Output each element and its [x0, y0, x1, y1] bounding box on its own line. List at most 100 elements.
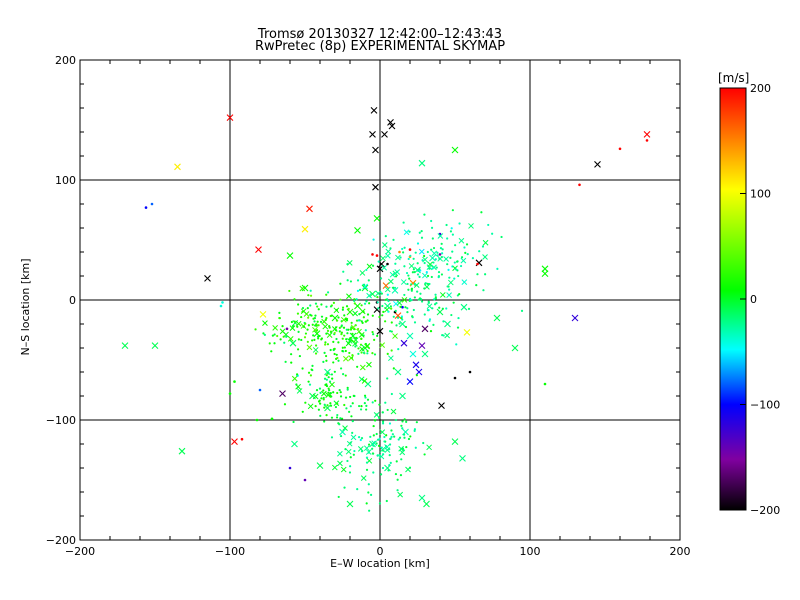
data-point-dot [365, 268, 368, 272]
data-point-x [340, 466, 347, 473]
y-tick-label: −200 [46, 534, 76, 547]
data-point-dot [383, 435, 386, 439]
data-point-dot [451, 233, 454, 236]
data-point-dot [417, 298, 420, 301]
data-point-dot [342, 373, 345, 376]
data-point-dot [330, 436, 334, 439]
colorbar-tick-label: −200 [750, 504, 780, 517]
data-point-dot [240, 437, 244, 441]
data-point-dot [340, 417, 344, 420]
data-point-dot [423, 213, 426, 216]
data-point-dot [270, 417, 274, 421]
data-point-dot [367, 491, 370, 494]
data-point-x [339, 428, 346, 436]
data-point-dot [416, 273, 420, 276]
data-point-dot [438, 253, 442, 256]
data-point-x [346, 500, 354, 508]
data-point-x [421, 325, 429, 333]
data-point-dot [368, 509, 371, 512]
data-point-dot [296, 312, 300, 315]
data-point-x [312, 393, 319, 400]
data-point-x [405, 466, 411, 473]
data-point-dot [360, 405, 363, 408]
data-point-dot [415, 421, 418, 424]
data-point-dot [381, 304, 384, 308]
data-point-dot [326, 329, 330, 332]
data-point-dot [401, 447, 405, 450]
data-point-dot [363, 283, 366, 286]
data-point-dot [313, 338, 316, 341]
data-point-dot [306, 328, 309, 331]
data-point-dot [314, 405, 317, 408]
data-point-x [400, 279, 407, 285]
data-point-x [392, 333, 398, 339]
data-point-dot [373, 353, 377, 356]
data-point-x [373, 215, 381, 222]
data-point-dot [263, 333, 266, 336]
data-point-dot [440, 273, 444, 276]
data-point-dot [427, 309, 430, 312]
data-point-dot [403, 293, 406, 297]
data-point-dot [426, 282, 429, 285]
colorbar-ticks: 200 100 0 −100 −200 [740, 82, 780, 517]
data-point-dot [298, 354, 301, 358]
data-point-dot [345, 407, 348, 410]
data-point-x [594, 161, 601, 168]
data-point-dot [306, 306, 309, 310]
data-point-dot [297, 303, 300, 306]
data-point-x [289, 339, 297, 347]
data-point-dot [337, 495, 340, 499]
data-point-dot [346, 386, 349, 390]
data-point-dot [360, 320, 363, 323]
data-point-dot [578, 183, 581, 187]
data-point-dot [307, 324, 310, 327]
data-point-dot [317, 308, 320, 311]
data-point-dot [403, 418, 406, 421]
data-point-x [151, 342, 159, 349]
data-point-x [381, 264, 388, 271]
data-point-x [406, 332, 414, 340]
data-point-dot [410, 288, 413, 291]
data-point-dot [311, 364, 314, 367]
data-point-dot [332, 340, 335, 343]
data-point-dot [482, 289, 485, 292]
data-point-dot [423, 313, 426, 316]
data-point-x [446, 292, 452, 298]
data-point-dot [326, 404, 329, 407]
data-point-dot [407, 257, 410, 261]
data-point-x [482, 239, 489, 246]
data-point-dot [399, 305, 402, 308]
data-point-dot [353, 449, 356, 453]
data-point-dot [618, 147, 622, 151]
data-point-x [394, 269, 401, 275]
data-point-x [388, 122, 396, 130]
data-point-dot [316, 335, 320, 338]
data-point-dot [432, 323, 435, 326]
data-point-x [316, 462, 324, 469]
data-point-x [373, 306, 381, 313]
data-point-dot [543, 382, 547, 386]
data-point-dot [344, 318, 347, 321]
data-point-dot [309, 294, 313, 297]
data-point-x [403, 229, 410, 236]
data-point-dot [411, 271, 414, 274]
data-point-dot [423, 453, 426, 456]
data-point-dot [352, 453, 355, 456]
data-point-dot [320, 315, 324, 318]
data-point-dot [413, 428, 417, 431]
data-point-dot [366, 352, 369, 355]
data-point-dot [327, 391, 330, 394]
data-point-dot [423, 261, 426, 265]
data-point-dot [435, 266, 438, 269]
data-point-dot [412, 268, 415, 271]
data-point-dot [392, 367, 395, 370]
data-point-dot [416, 242, 420, 245]
data-point-dot [349, 336, 352, 340]
data-point-dot [475, 284, 478, 287]
data-point-dot [325, 374, 328, 377]
data-point-x [459, 455, 466, 462]
data-point-dot [390, 307, 393, 310]
data-point-x [289, 325, 296, 331]
data-point-dot [351, 402, 354, 405]
data-point-dot [446, 263, 449, 266]
